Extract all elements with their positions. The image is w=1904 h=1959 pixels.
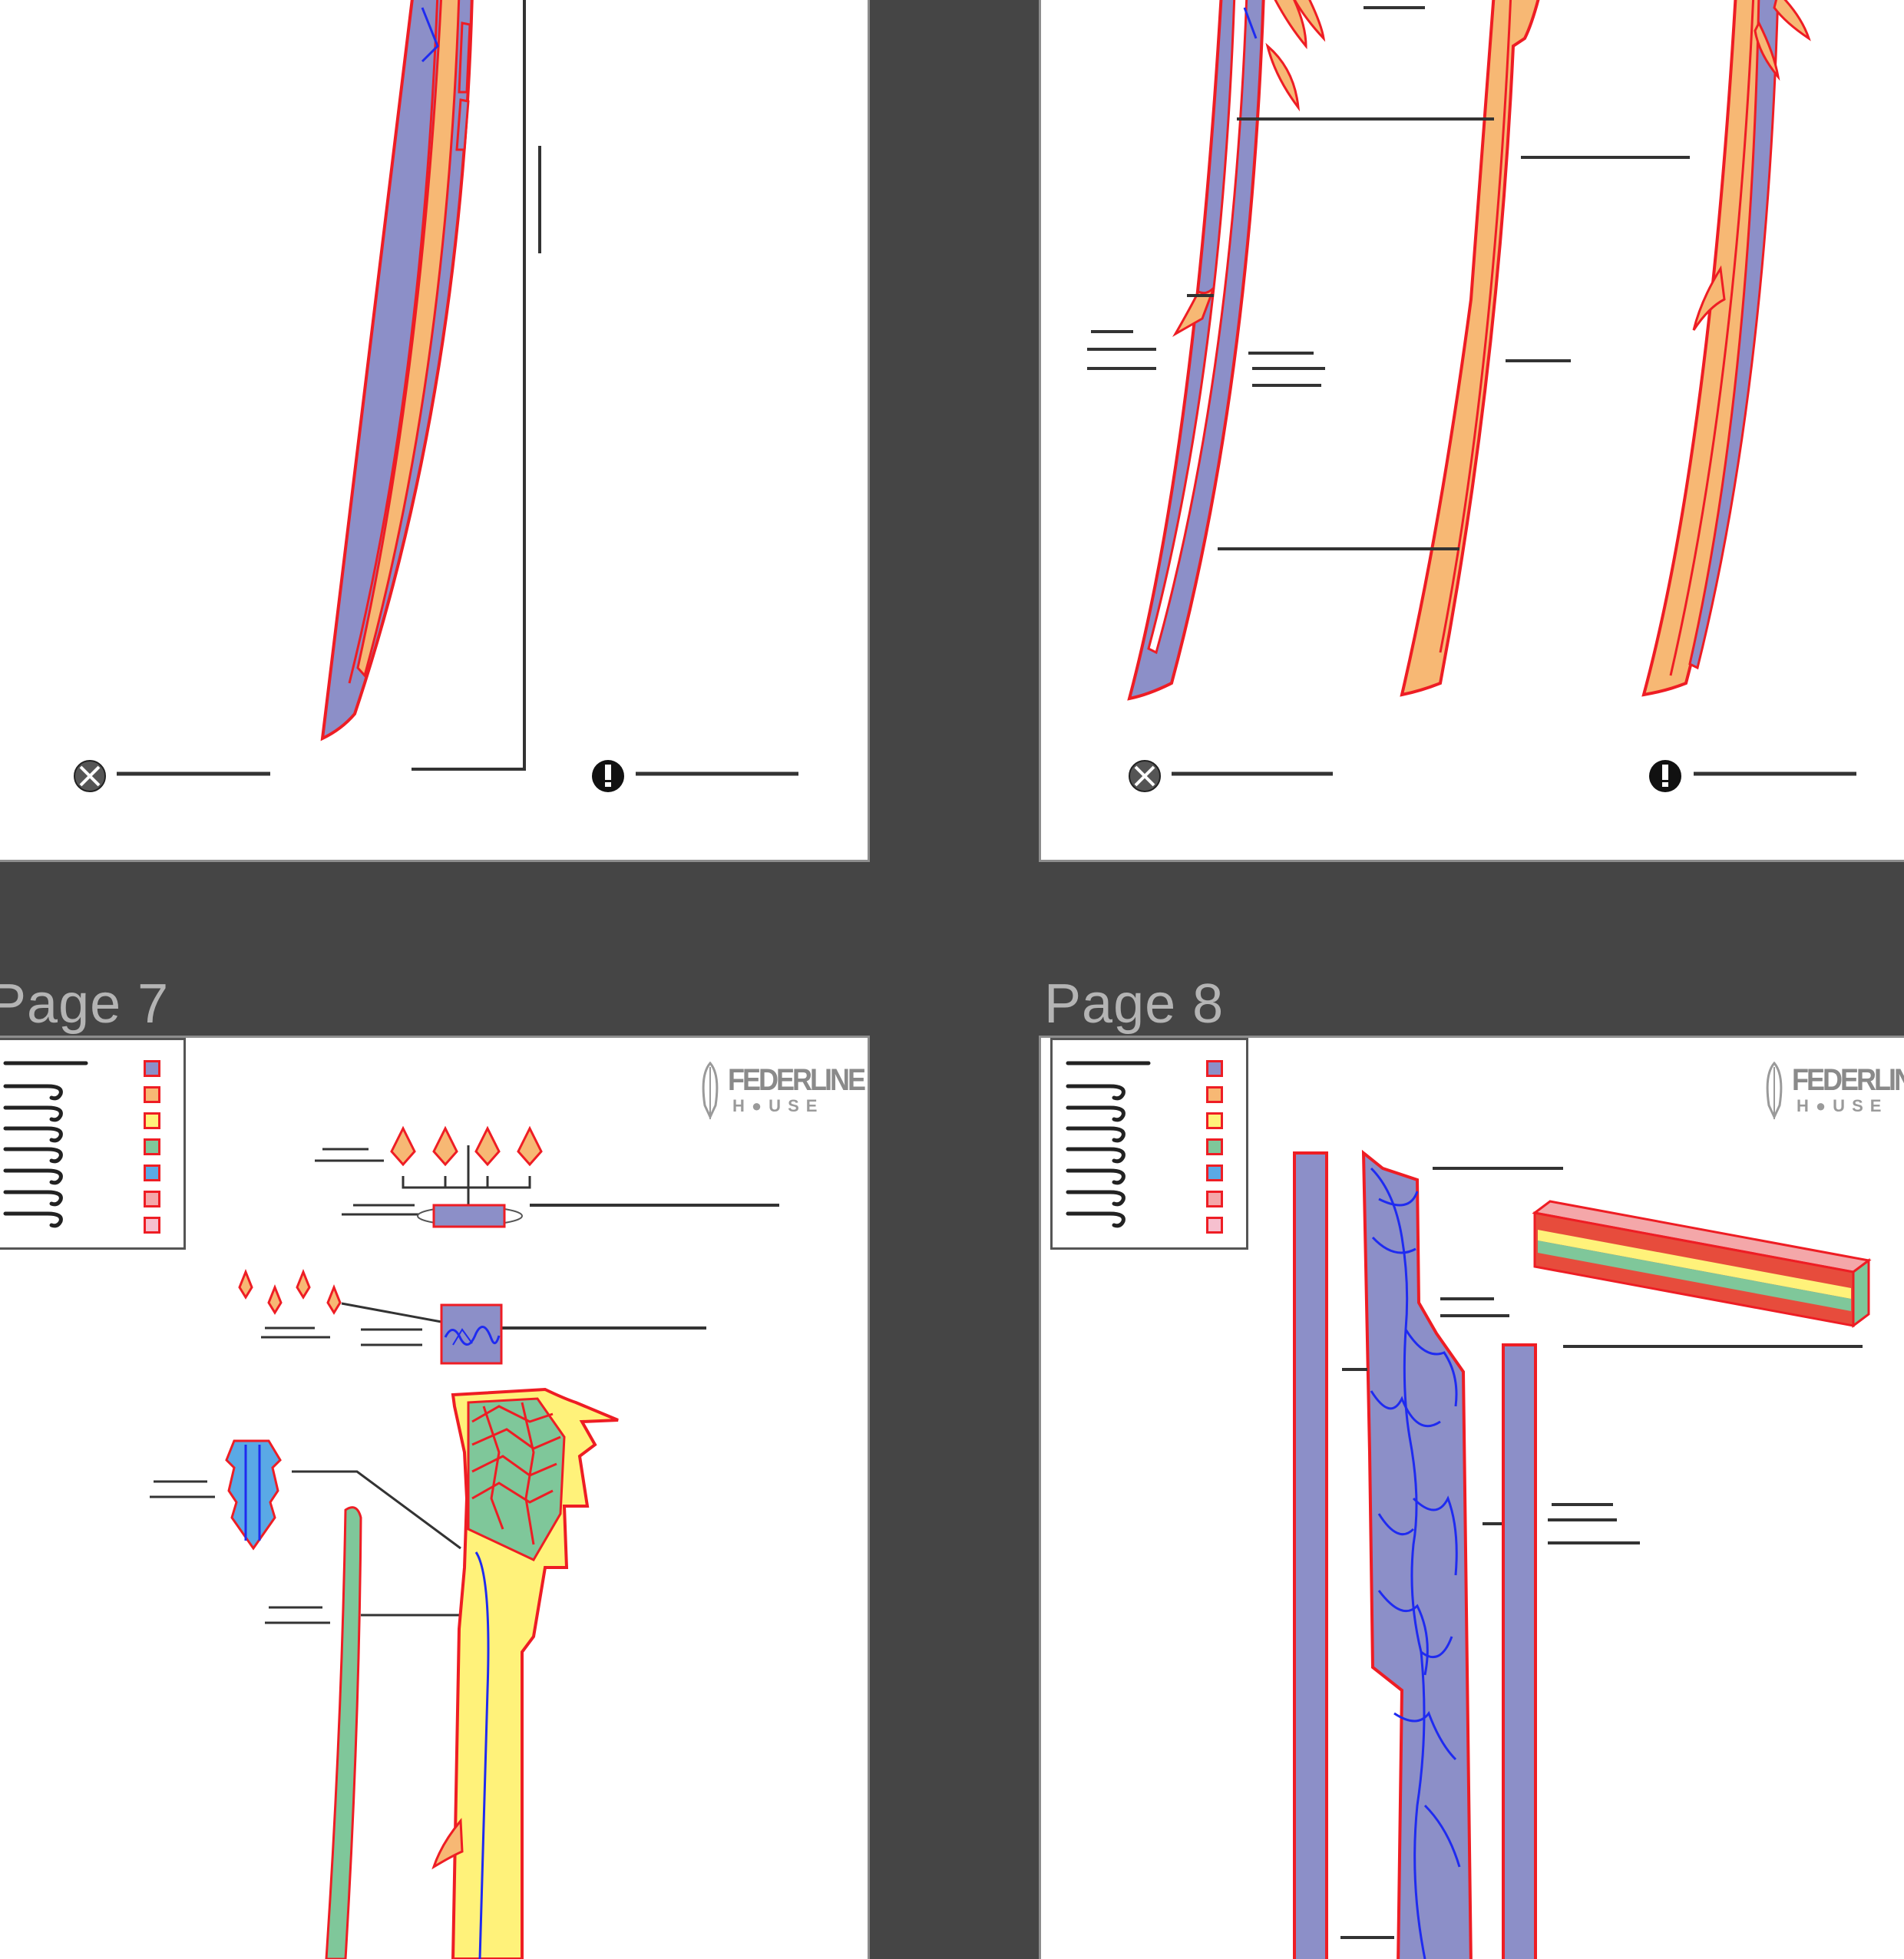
layered-bar-piece <box>1532 1200 1872 1328</box>
blade-piece-1 <box>320 0 474 742</box>
legend-swatch-pink <box>144 1191 160 1207</box>
legend-swatch-yellow <box>1206 1112 1223 1129</box>
legend-symbols <box>1066 1061 1151 1228</box>
logo-wordmark: FEDERLINE <box>1792 1062 1904 1097</box>
legend-swatch-blue <box>144 1164 160 1181</box>
page-6-canvas <box>1041 0 1904 860</box>
legend-swatch-pink <box>1206 1191 1223 1207</box>
scissors-icon <box>1129 760 1161 792</box>
legend <box>1050 1038 1248 1250</box>
page-6-drawing <box>1087 0 1856 792</box>
scissors-icon <box>74 760 106 792</box>
purple-strip-left <box>1293 1151 1328 1959</box>
vein-sample-box <box>440 1303 503 1365</box>
warning-icon <box>592 760 624 792</box>
blade-piece-middle <box>1400 0 1540 697</box>
feather-tips-row <box>238 1125 543 1315</box>
federline-house-logo: FEDERLINE H●USE <box>1763 1059 1904 1121</box>
page-5-canvas <box>0 0 868 860</box>
page-7-canvas: FEDERLINE H●USE <box>0 1038 868 1959</box>
legend-swatch-purple <box>1206 1060 1223 1077</box>
legend-swatch-rose <box>1206 1217 1223 1234</box>
page-8-canvas: FEDERLINE H●USE <box>1041 1038 1904 1959</box>
logo-subword: H●USE <box>1797 1096 1889 1115</box>
logo-wordmark: FEDERLINE <box>728 1062 866 1097</box>
blue-feather-piece <box>225 1439 282 1551</box>
page-7-drawing <box>150 1125 779 1959</box>
legend-swatch-yellow <box>144 1112 160 1129</box>
feather-logo-icon <box>702 1061 719 1120</box>
page-7-label: Page 7 <box>0 973 170 1035</box>
legend-swatch-purple <box>144 1060 160 1077</box>
blade-piece-right <box>1641 0 1811 697</box>
purple-strip-right <box>1502 1343 1537 1959</box>
legend-symbols <box>3 1061 88 1228</box>
legend-swatch-blue <box>1206 1164 1223 1181</box>
federline-house-logo: FEDERLINE H●USE <box>699 1059 866 1121</box>
warning-icon <box>1649 760 1681 792</box>
legend <box>0 1038 186 1250</box>
feather-logo-icon <box>1766 1061 1783 1120</box>
legend-swatch-green <box>1206 1138 1223 1155</box>
legend-swatch-rose <box>144 1217 160 1234</box>
logo-subword: H●USE <box>732 1096 825 1115</box>
page-8-drawing <box>1293 1149 1872 1959</box>
page-5-drawing <box>74 0 798 792</box>
green-shaft-piece <box>325 1506 362 1959</box>
page-8-label: Page 8 <box>1044 973 1225 1035</box>
vein-panel <box>1361 1149 1473 1959</box>
legend-swatch-orange <box>144 1086 160 1103</box>
legend-swatch-green <box>144 1138 160 1155</box>
blade-piece-left <box>1127 0 1326 701</box>
legend-swatch-orange <box>1206 1086 1223 1103</box>
scaled-blade-piece <box>431 1387 619 1959</box>
